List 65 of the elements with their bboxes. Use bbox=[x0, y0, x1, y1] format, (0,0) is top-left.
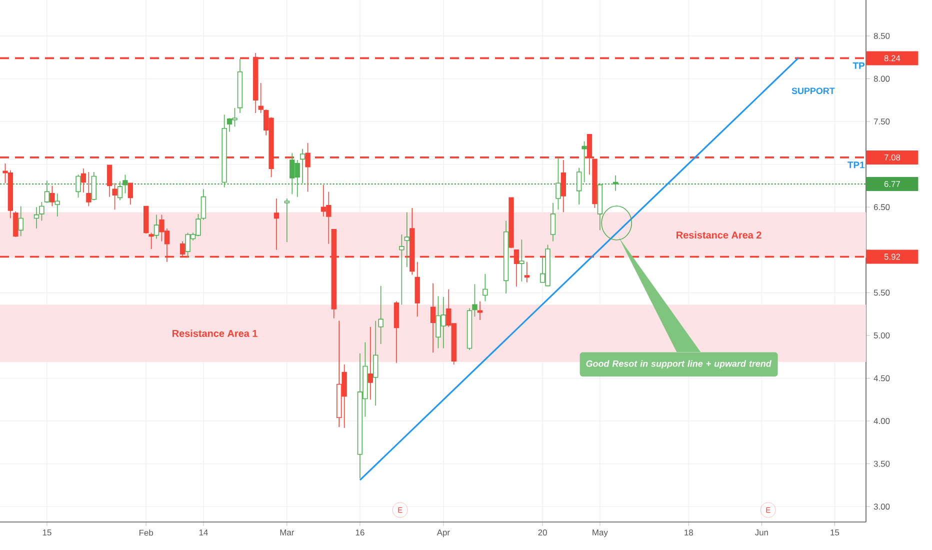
candlestick bbox=[200, 188, 206, 220]
candlestick bbox=[44, 180, 50, 204]
candlestick bbox=[613, 175, 618, 192]
candlestick bbox=[86, 172, 92, 207]
candlestick bbox=[519, 239, 524, 282]
candlestick bbox=[524, 261, 530, 283]
candlestick bbox=[404, 212, 410, 268]
candlestick bbox=[148, 232, 154, 250]
candlestick bbox=[54, 193, 60, 217]
candlestick bbox=[50, 185, 55, 207]
x-tick-label: 15 bbox=[42, 530, 52, 536]
y-tick-label: 5.50 bbox=[874, 290, 890, 296]
y-tick-label: 8.50 bbox=[874, 32, 890, 39]
candlestick bbox=[128, 182, 134, 205]
x-tick-label: 15 bbox=[830, 530, 840, 536]
candlestick bbox=[122, 174, 128, 194]
candlestick bbox=[154, 214, 160, 240]
ref-line-label: 8.24 bbox=[884, 55, 900, 62]
ref-line-label: 6.77 bbox=[884, 180, 900, 187]
ref-line-label: 7.08 bbox=[884, 154, 900, 160]
candlestick bbox=[414, 261, 420, 318]
x-tick-label: 20 bbox=[538, 530, 547, 536]
annotation: TP bbox=[852, 62, 864, 69]
x-tick-label: Mar bbox=[280, 530, 294, 536]
band-label: Resistance Area 2 bbox=[676, 231, 762, 239]
x-tick-label: 14 bbox=[199, 530, 208, 536]
ref-line-label: 5.92 bbox=[884, 254, 900, 260]
x-tick-label: Apr bbox=[436, 530, 450, 538]
x-tick-label: Feb bbox=[139, 530, 154, 536]
candlestick bbox=[39, 202, 44, 222]
y-tick-label: 4.00 bbox=[874, 418, 890, 424]
series-label: SUPPORT bbox=[792, 88, 835, 94]
y-tick-label: 4.50 bbox=[874, 375, 890, 382]
annotation: Good Resot in support line + upward trend bbox=[586, 360, 772, 369]
y-tick-label: 6.50 bbox=[874, 204, 890, 210]
candlestick bbox=[576, 167, 582, 205]
candlestick bbox=[106, 164, 112, 198]
x-tick-label: May bbox=[592, 530, 608, 538]
candlestick bbox=[482, 273, 488, 302]
candlestick bbox=[472, 284, 478, 318]
y-tick-label: 8.00 bbox=[874, 76, 890, 82]
candlestick bbox=[394, 300, 400, 364]
band-label: Resistance Area 1 bbox=[172, 330, 258, 337]
y-tick-label: 3.50 bbox=[874, 460, 890, 467]
candlestick bbox=[582, 140, 587, 183]
candlestick bbox=[556, 157, 561, 210]
candlestick bbox=[430, 282, 436, 353]
candlestick bbox=[117, 181, 123, 201]
x-tick-label: Jun bbox=[754, 530, 768, 536]
candlestick bbox=[80, 168, 86, 193]
candlestick bbox=[34, 206, 40, 229]
y-tick-label: 3.00 bbox=[874, 504, 890, 510]
candlestick bbox=[550, 202, 556, 242]
y-tick-label: 5.00 bbox=[874, 332, 890, 338]
candlestick bbox=[477, 300, 483, 320]
candlestick bbox=[91, 172, 96, 201]
candlestick bbox=[18, 206, 24, 237]
candlestick bbox=[466, 308, 472, 350]
annotation: TP1 bbox=[848, 162, 865, 168]
x-tick-label: 18 bbox=[684, 530, 693, 536]
candlestick bbox=[112, 182, 118, 210]
x-tick-label: 16 bbox=[356, 530, 364, 536]
candlestick bbox=[503, 220, 509, 294]
candlestick bbox=[399, 234, 404, 306]
y-tick-label: 7.50 bbox=[874, 118, 890, 125]
